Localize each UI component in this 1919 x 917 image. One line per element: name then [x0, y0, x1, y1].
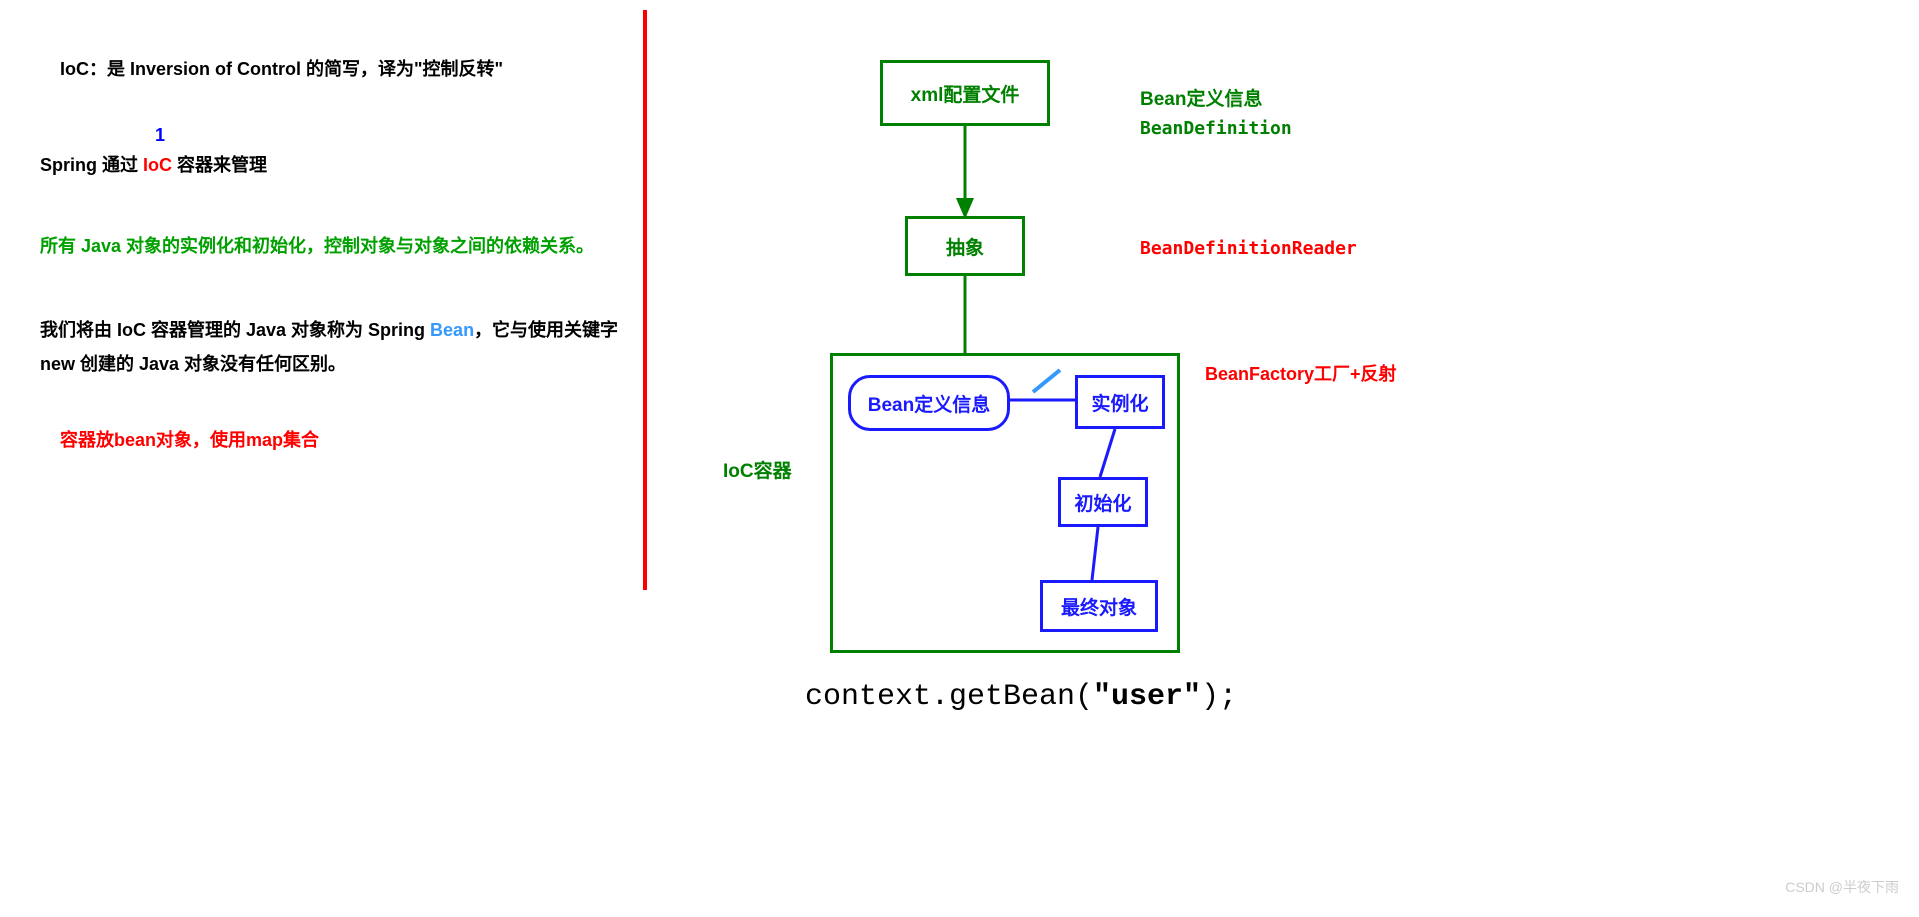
ioc-container-label: IoC容器 — [723, 456, 792, 483]
abstract-box: 抽象 — [905, 216, 1025, 276]
xml-config-box: xml配置文件 — [880, 60, 1050, 126]
container-map-line: 容器放bean对象，使用map集合 — [40, 426, 620, 452]
vertical-divider — [643, 10, 647, 590]
bean-definition-box: Bean定义信息 — [848, 375, 1010, 431]
bean-def-reader-label: BeanDefinitionReader — [1140, 238, 1357, 259]
left-text-panel: IoC：是 Inversion of Control 的简写，译为"控制反转" … — [40, 55, 620, 452]
final-object-box: 最终对象 — [1040, 580, 1158, 632]
instantiate-box: 实例化 — [1075, 375, 1165, 429]
watermark: CSDN @半夜下雨 — [1785, 877, 1899, 897]
initialize-box: 初始化 — [1058, 477, 1148, 527]
spring-ioc-line: Spring 通过 IoC 容器来管理 — [40, 151, 620, 177]
spring-bean-line: 我们将由 IoC 容器管理的 Java 对象称为 Spring Bean，它与使… — [40, 313, 620, 381]
bean-definition-label: BeanDefinition — [1140, 118, 1292, 139]
code-snippet: context.getBean("user"); — [805, 680, 1237, 714]
bean-def-info-label: Bean定义信息 — [1140, 84, 1262, 111]
annotation-1: 1 — [155, 125, 165, 146]
bean-factory-label: BeanFactory工厂+反射 — [1205, 360, 1397, 386]
java-objects-line: 所有 Java 对象的实例化和初始化，控制对象与对象之间的依赖关系。 — [40, 232, 620, 258]
ioc-definition: IoC：是 Inversion of Control 的简写，译为"控制反转" — [40, 55, 620, 81]
